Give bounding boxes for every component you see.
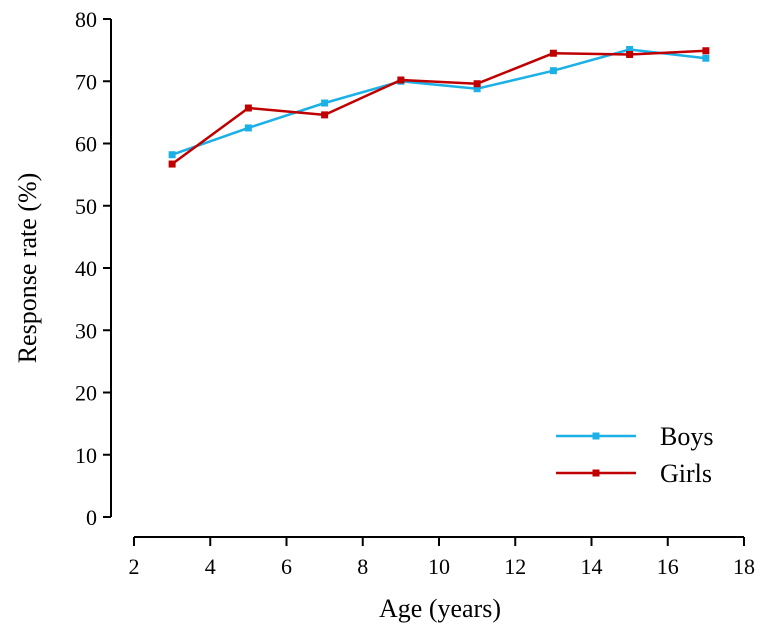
- data-point-girls: [397, 76, 405, 84]
- x-tick-label: 12: [504, 554, 526, 579]
- y-tick-label: 50: [75, 194, 97, 219]
- series-line-boys: [171, 48, 707, 156]
- legend-label: Boys: [660, 422, 713, 451]
- data-point-girls: [549, 49, 557, 57]
- data-point-girls: [168, 160, 176, 168]
- data-point-girls: [473, 80, 481, 88]
- y-axis-title: Response rate (%): [13, 173, 42, 364]
- series-boys: [168, 46, 710, 159]
- series-line-girls: [171, 49, 706, 166]
- data-point-boys: [626, 46, 634, 54]
- x-tick-label: 4: [205, 554, 216, 579]
- y-tick-label: 0: [86, 505, 97, 530]
- data-point-boys: [702, 54, 710, 62]
- legend-item-boys: Boys: [556, 422, 713, 451]
- data-point-girls: [321, 111, 329, 119]
- data-point-boys: [168, 151, 176, 159]
- x-tick-label: 18: [733, 554, 755, 579]
- data-point-boys: [244, 124, 252, 132]
- data-point-boys: [321, 99, 329, 107]
- legend: Boys Girls: [556, 422, 713, 488]
- data-point-girls: [702, 47, 710, 55]
- legend-label: Girls: [660, 459, 712, 488]
- data-point-boys: [549, 67, 557, 75]
- series-girls: [168, 47, 710, 168]
- axes: 0 10 20 30 40 50 60 70 80 2 4 6 8 10 12 14 16 18: [75, 7, 755, 579]
- x-tick-label: 8: [357, 554, 368, 579]
- legend-item-girls: Girls: [556, 459, 712, 488]
- y-tick-label: 30: [75, 318, 97, 343]
- legend-marker: [592, 432, 600, 440]
- data-point-girls: [626, 50, 634, 58]
- series-group: [168, 46, 710, 168]
- y-tick-label: 80: [75, 7, 97, 32]
- y-tick-label: 70: [75, 69, 97, 94]
- data-point-girls: [244, 104, 252, 112]
- data-point-boys: [473, 85, 481, 93]
- x-axis-title: Age (years): [379, 594, 501, 623]
- y-tick-label: 10: [75, 443, 97, 468]
- y-tick-label: 60: [75, 132, 97, 157]
- y-tick-label: 20: [75, 381, 97, 406]
- x-tick-label: 2: [129, 554, 140, 579]
- x-tick-label: 10: [428, 554, 450, 579]
- x-tick-label: 16: [657, 554, 679, 579]
- x-tick-label: 6: [281, 554, 292, 579]
- x-tick-label: 14: [581, 554, 603, 579]
- y-tick-label: 40: [75, 256, 97, 281]
- legend-marker: [592, 469, 600, 477]
